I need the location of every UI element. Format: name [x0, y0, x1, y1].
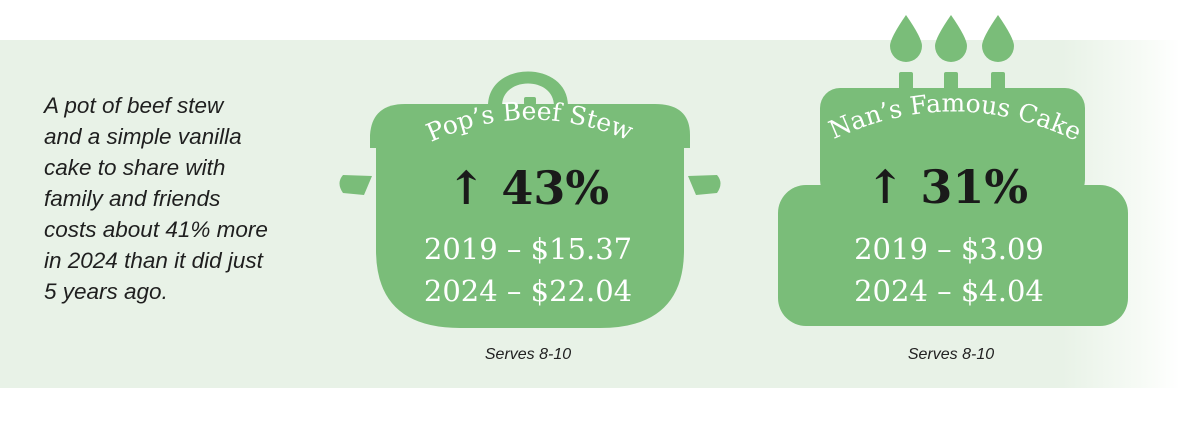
stew-pot-icon: Pop’s Beef Stew ↑ 43% 2019 – $15.37 2024… [339, 71, 721, 328]
cake-serves: Serves 8-10 [907, 346, 995, 363]
intro-line: in 2024 than it did just [44, 248, 263, 273]
cake-with-candles-icon: Nan’s Famous Cake ↑ 31% 2019 – $3.09 202… [778, 15, 1128, 326]
intro-text: A pot of beef stew and a simple vanilla … [44, 90, 334, 307]
intro-line: family and friends [44, 186, 221, 211]
pot-price-2024: 2024 – $22.04 [424, 274, 632, 308]
cake-price-2024: 2024 – $4.04 [854, 274, 1044, 308]
intro-line: cake to share with [44, 155, 226, 180]
cake-change: ↑ 31% [866, 160, 1028, 214]
intro-line: and a simple vanilla [44, 124, 242, 149]
pot-change: ↑ 43% [447, 161, 609, 215]
pot-serves: Serves 8-10 [484, 346, 572, 363]
pot-price-2019: 2019 – $15.37 [424, 232, 632, 266]
intro-line: A pot of beef stew [44, 93, 224, 118]
cake-price-2019: 2019 – $3.09 [854, 232, 1044, 266]
intro-line: costs about 41% more [44, 217, 268, 242]
intro-line: 5 years ago. [44, 279, 168, 304]
